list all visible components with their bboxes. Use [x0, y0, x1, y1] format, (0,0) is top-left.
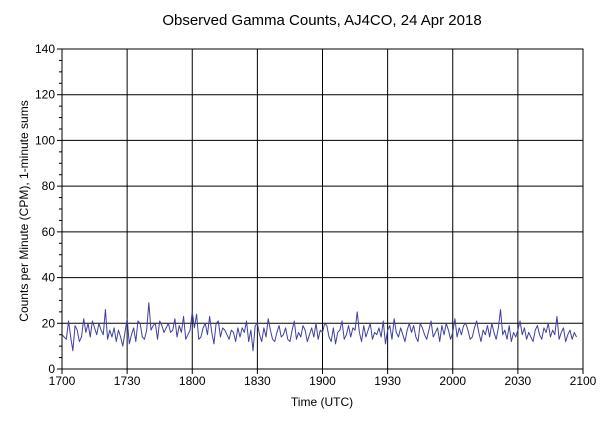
x-tick-label: 2000 — [439, 374, 466, 388]
x-tick-label: 1730 — [114, 374, 141, 388]
series-layer — [61, 302, 577, 352]
x-axis-ticks: 1700 1730 1800 1830 1900 1930 2000 2030 2100 — [49, 369, 597, 388]
x-axis-label: Time (UTC) — [291, 395, 353, 409]
grid-lines — [62, 49, 583, 369]
x-tick-label: 2100 — [570, 374, 597, 388]
y-tick-label: 60 — [42, 225, 56, 239]
y-tick-label: 0 — [48, 362, 55, 376]
x-tick-label: 1930 — [374, 374, 401, 388]
y-tick-label: 40 — [42, 271, 56, 285]
x-tick-label: 2030 — [505, 374, 532, 388]
gamma-counts-series-line — [61, 302, 577, 352]
y-tick-label: 20 — [42, 316, 56, 330]
y-tick-label: 100 — [35, 133, 55, 147]
y-axis-label: Counts per Minute (CPM), 1-minute sums — [17, 100, 31, 321]
x-tick-label: 1900 — [309, 374, 336, 388]
y-tick-label: 120 — [35, 88, 55, 102]
x-tick-label: 1700 — [49, 374, 76, 388]
y-tick-label: 80 — [42, 179, 56, 193]
y-tick-label: 140 — [35, 42, 55, 56]
chart-title: Observed Gamma Counts, AJ4CO, 24 Apr 201… — [162, 12, 481, 29]
y-axis-ticks: 0 20 40 60 80 100 120 140 — [35, 42, 62, 376]
x-tick-label: 1830 — [244, 374, 271, 388]
x-tick-label: 1800 — [179, 374, 206, 388]
